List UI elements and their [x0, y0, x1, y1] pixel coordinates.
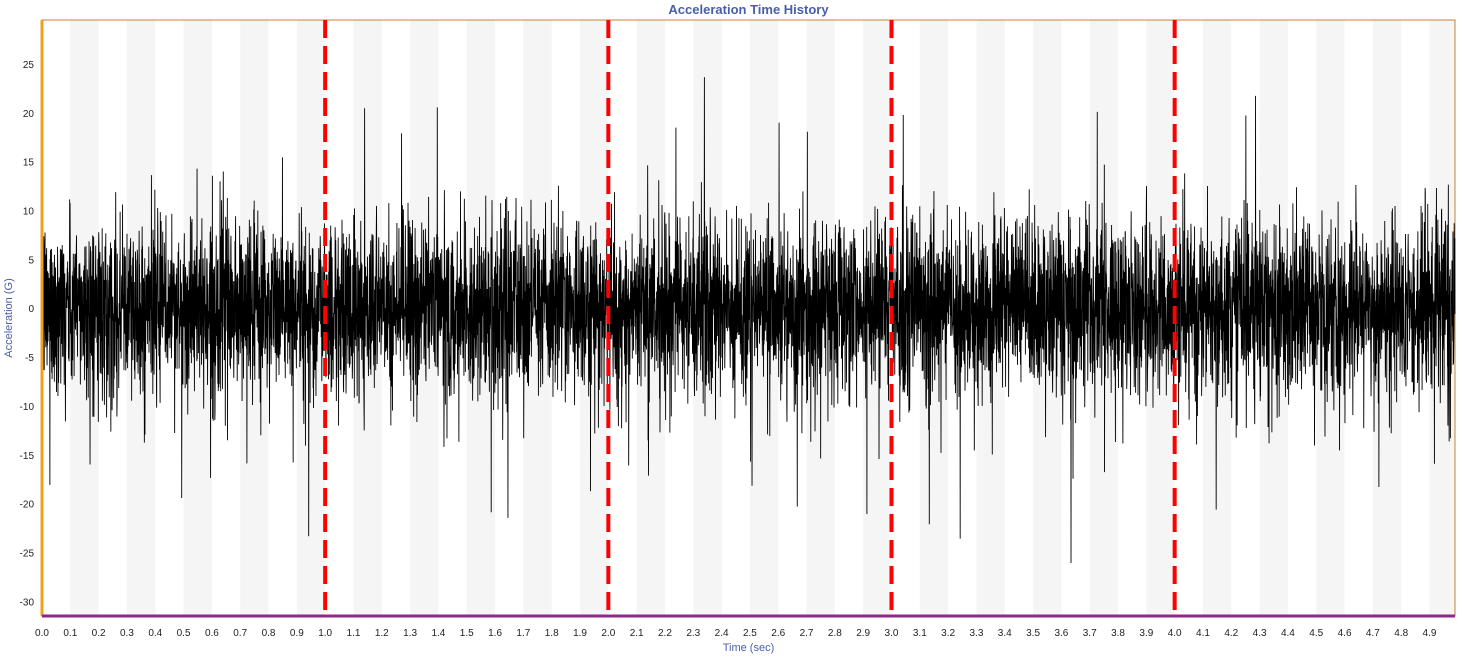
y-tick-label: 5	[28, 255, 34, 266]
x-tick-label: 4.1	[1196, 628, 1210, 639]
x-tick-labels: 0.0 0.1 0.2 0.3 0.4 0.5 0.6 0.7 0.8 0.9 1.0 1.1 1.2 1…	[35, 628, 1437, 639]
x-tick-label: 3.9	[1139, 628, 1153, 639]
x-tick-label: 3.6	[1054, 628, 1068, 639]
x-tick-label: 0.2	[92, 628, 106, 639]
x-tick-label: 3.7	[1083, 628, 1097, 639]
x-tick-label: 4.7	[1366, 628, 1380, 639]
x-tick-label: 2.6	[771, 628, 785, 639]
x-tick-label: 2.4	[715, 628, 729, 639]
y-tick-label: -25	[20, 548, 35, 559]
x-tick-label: 4.4	[1281, 628, 1295, 639]
x-tick-label: 3.2	[941, 628, 955, 639]
x-tick-label: 1.7	[516, 628, 530, 639]
x-tick-label: 3.5	[1026, 628, 1040, 639]
x-tick-label: 0.4	[148, 628, 162, 639]
x-tick-label: 4.0	[1168, 628, 1182, 639]
x-tick-label: 0.9	[290, 628, 304, 639]
x-tick-label: 0.1	[63, 628, 77, 639]
chart-title: Acceleration Time History	[668, 2, 829, 17]
x-tick-label: 1.2	[375, 628, 389, 639]
y-tick-label: 15	[23, 158, 35, 169]
x-tick-label: 1.3	[403, 628, 417, 639]
y-tick-label: -20	[20, 500, 35, 511]
x-tick-label: 2.7	[800, 628, 814, 639]
x-tick-label: 4.5	[1309, 628, 1323, 639]
x-tick-label: 0.0	[35, 628, 49, 639]
x-tick-label: 3.3	[969, 628, 983, 639]
x-tick-label: 1.4	[431, 628, 445, 639]
y-tick-label: -15	[20, 451, 35, 462]
x-tick-label: 1.6	[488, 628, 502, 639]
x-tick-label: 0.6	[205, 628, 219, 639]
marker-lines	[323, 20, 1177, 616]
x-tick-label: 2.8	[828, 628, 842, 639]
y-tick-label: 10	[23, 207, 35, 218]
x-tick-label: 2.3	[686, 628, 700, 639]
x-tick-label: 2.0	[601, 628, 615, 639]
x-tick-label: 2.2	[658, 628, 672, 639]
x-tick-label: 1.0	[318, 628, 332, 639]
y-tick-label: -5	[25, 353, 34, 364]
x-tick-label: 3.4	[998, 628, 1012, 639]
x-tick-label: 3.0	[885, 628, 899, 639]
x-tick-label: 1.8	[545, 628, 559, 639]
x-tick-label: 0.7	[233, 628, 247, 639]
y-tick-label: -10	[20, 402, 35, 413]
x-tick-label: 2.5	[743, 628, 757, 639]
x-tick-label: 4.3	[1253, 628, 1267, 639]
x-tick-label: 2.1	[630, 628, 644, 639]
x-tick-label: 0.8	[262, 628, 276, 639]
x-tick-label: 3.1	[913, 628, 927, 639]
y-axis-label: Acceleration (G)	[3, 278, 15, 357]
y-tick-label: 20	[23, 109, 35, 120]
y-tick-label: 25	[23, 60, 35, 71]
x-tick-label: 0.3	[120, 628, 134, 639]
x-tick-label: 1.5	[460, 628, 474, 639]
x-tick-label: 4.2	[1224, 628, 1238, 639]
y-tick-labels: 25 20 15 10 5 0 -5 -10 -15 -20 -25 -30	[20, 60, 35, 608]
x-tick-label: 4.8	[1394, 628, 1408, 639]
x-tick-label: 4.9	[1423, 628, 1437, 639]
x-tick-label: 4.6	[1338, 628, 1352, 639]
x-axis-label: Time (sec)	[723, 642, 775, 654]
x-tick-label: 1.1	[347, 628, 361, 639]
y-tick-label: 0	[28, 304, 34, 315]
x-tick-label: 2.9	[856, 628, 870, 639]
acceleration-signal-line	[41, 77, 1456, 564]
y-tick-label: -30	[20, 597, 35, 608]
x-tick-label: 0.5	[177, 628, 191, 639]
signal-series	[41, 77, 1456, 564]
x-tick-label: 1.9	[573, 628, 587, 639]
x-tick-label: 3.8	[1111, 628, 1125, 639]
